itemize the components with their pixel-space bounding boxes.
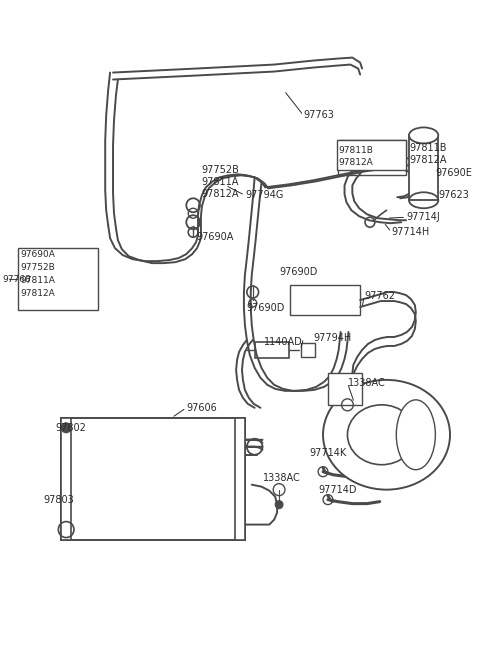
- Text: 97714K: 97714K: [310, 448, 347, 458]
- Text: 97802: 97802: [55, 422, 86, 433]
- Text: 97690E: 97690E: [435, 168, 472, 178]
- Bar: [61, 418, 71, 540]
- Text: 97690A: 97690A: [20, 250, 55, 259]
- Bar: [328, 373, 362, 405]
- Text: 97714J: 97714J: [406, 212, 440, 222]
- Text: 97762: 97762: [364, 291, 395, 301]
- Bar: [290, 285, 360, 315]
- Bar: [61, 418, 245, 540]
- Text: 97763: 97763: [303, 111, 335, 121]
- Text: 1338AC: 1338AC: [263, 473, 300, 483]
- Text: 97811A: 97811A: [201, 178, 238, 187]
- Ellipse shape: [396, 400, 435, 470]
- Text: 97811B: 97811B: [339, 146, 373, 155]
- Bar: [409, 136, 438, 200]
- Text: 97768: 97768: [3, 274, 31, 284]
- Text: 97714D: 97714D: [318, 485, 357, 495]
- Text: 1140AD: 1140AD: [264, 337, 303, 347]
- Bar: [338, 140, 406, 176]
- Bar: [235, 418, 245, 540]
- Text: 97803: 97803: [44, 495, 74, 504]
- Ellipse shape: [323, 380, 450, 490]
- Text: 97690D: 97690D: [247, 303, 285, 313]
- Text: 97690A: 97690A: [196, 232, 233, 242]
- Text: 97752B: 97752B: [20, 263, 55, 272]
- Ellipse shape: [275, 500, 283, 509]
- Text: 97794G: 97794G: [245, 191, 283, 200]
- Ellipse shape: [348, 405, 416, 464]
- Text: 97811A: 97811A: [20, 276, 55, 285]
- Bar: [18, 248, 98, 310]
- Text: 97812A: 97812A: [339, 158, 373, 167]
- Ellipse shape: [409, 128, 438, 143]
- Text: 97752B: 97752B: [201, 165, 239, 176]
- Text: 97690D: 97690D: [279, 267, 317, 277]
- Text: 1338AC: 1338AC: [348, 378, 385, 388]
- Text: 97811B: 97811B: [409, 143, 446, 153]
- Ellipse shape: [61, 422, 71, 433]
- Text: 97812A: 97812A: [409, 155, 446, 165]
- Text: 97606: 97606: [186, 403, 217, 413]
- Bar: [300, 343, 315, 357]
- Text: 97794H: 97794H: [313, 333, 351, 343]
- Text: 97714H: 97714H: [391, 227, 430, 237]
- Text: 97812A: 97812A: [20, 289, 55, 297]
- Text: 97812A: 97812A: [201, 189, 239, 199]
- Bar: [255, 342, 289, 358]
- Text: 97623: 97623: [438, 191, 469, 200]
- Bar: [336, 140, 406, 170]
